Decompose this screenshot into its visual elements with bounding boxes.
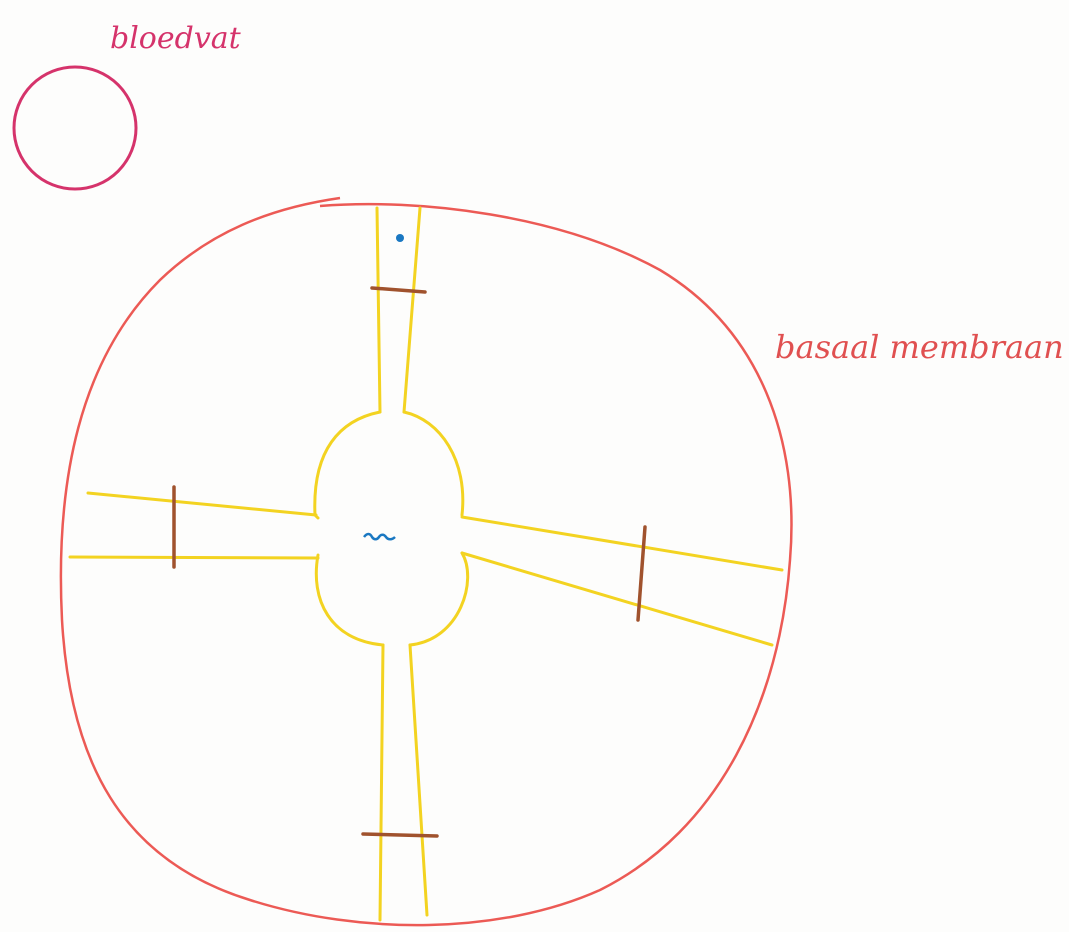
diagram: bloedvat basaal membraan [0,0,1069,932]
blood-vessel-label: bloedvat [110,21,242,56]
junction-bottom [363,834,437,836]
left-channel-bottom [70,557,318,558]
membrane-label: basaal membraan [775,328,1064,366]
page: {"labels": {"blood_vessel": "bloedvat", … [0,0,1069,932]
background [0,0,1069,932]
blue-dot [396,234,404,242]
